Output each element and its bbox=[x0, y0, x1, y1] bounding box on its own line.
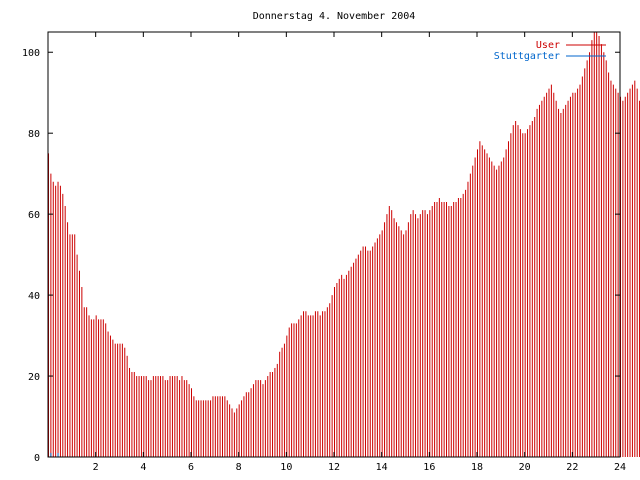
y-tick-label: 40 bbox=[28, 291, 40, 302]
x-tick-label: 4 bbox=[140, 462, 146, 473]
x-tick-label: 12 bbox=[328, 462, 340, 473]
chart-title: Donnerstag 4. November 2004 bbox=[253, 11, 416, 22]
x-tick-label: 14 bbox=[376, 462, 388, 473]
legend-label: User bbox=[536, 40, 560, 51]
x-tick-label: 20 bbox=[519, 462, 531, 473]
x-tick-label: 8 bbox=[236, 462, 242, 473]
legend-label: Stuttgarter bbox=[494, 51, 560, 62]
y-tick-label: 60 bbox=[28, 210, 40, 221]
x-tick-label: 6 bbox=[188, 462, 194, 473]
x-tick-label: 2 bbox=[93, 462, 99, 473]
x-tick-label: 16 bbox=[423, 462, 435, 473]
x-tick-label: 18 bbox=[471, 462, 483, 473]
bars-layer bbox=[48, 32, 640, 457]
y-tick-label: 0 bbox=[34, 453, 40, 464]
y-tick-label: 100 bbox=[22, 48, 40, 59]
y-tick-label: 80 bbox=[28, 129, 40, 140]
x-tick-label: 10 bbox=[280, 462, 292, 473]
x-tick-label: 22 bbox=[566, 462, 578, 473]
x-tick-label: 24 bbox=[614, 462, 626, 473]
y-tick-label: 20 bbox=[28, 372, 40, 383]
